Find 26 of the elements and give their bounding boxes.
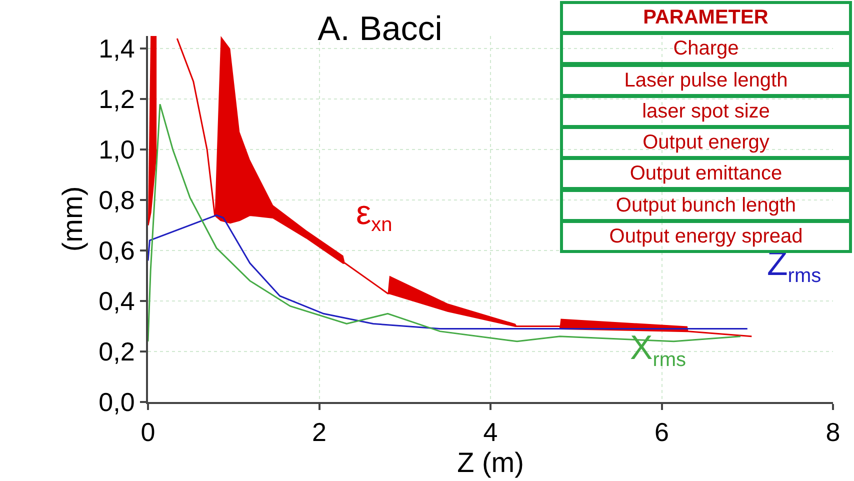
x-tick-label: 0 (140, 417, 156, 448)
x-tick-label: 4 (483, 417, 498, 448)
chart-title: A. Bacci (318, 10, 442, 48)
annotation: Output energy (642, 132, 770, 154)
series-label: ε$_{xn}$ (356, 194, 392, 236)
y-tick-label: 0,0 (98, 387, 135, 418)
y-tick-label: 0,2 (98, 336, 135, 367)
annotation: laser spot size (642, 100, 770, 123)
text: PARAMETER (643, 6, 769, 29)
y-tick-label: 0,4 (98, 286, 135, 316)
y-tick-label: 1,0 (98, 134, 135, 165)
y-tick-label: 1,2 (98, 84, 135, 114)
x-axis-title: Z (m) (457, 447, 524, 478)
annotation: Charge (673, 38, 739, 60)
annotation: Laser pulse length (624, 70, 788, 92)
y-tick-label: 0,8 (98, 185, 135, 216)
annotation: Output emittance (630, 162, 782, 185)
y-tick-label: 0,6 (98, 236, 135, 266)
x-tick-label: 6 (654, 417, 669, 448)
x-tick-label: 8 (826, 417, 840, 448)
series-label: X$_{rms}$ (630, 329, 686, 372)
y-tick-label: 1,4 (98, 34, 135, 64)
x-tick-label: 2 (312, 417, 326, 448)
annotation: Output bunch length (616, 194, 796, 217)
y-axis-title: (mm) (56, 186, 88, 252)
annotation: Output energy spread (609, 226, 803, 248)
